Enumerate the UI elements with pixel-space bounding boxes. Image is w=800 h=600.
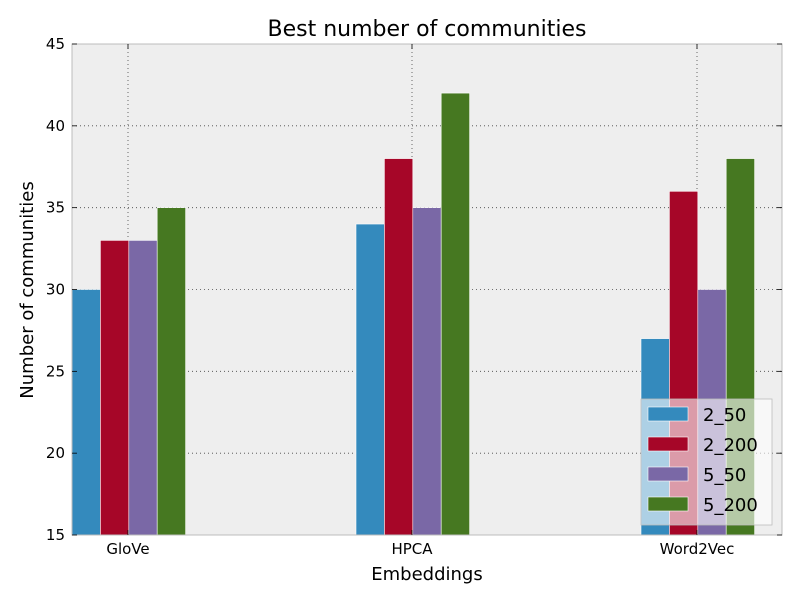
bar-5_50-hpca (412, 207, 442, 536)
legend-label-5_200: 5_200 (703, 495, 758, 516)
y-tick-label: 35 (46, 199, 65, 217)
bar-2_50-glove (71, 289, 101, 536)
legend: 2_50 2_200 5_50 5_200 (640, 398, 773, 526)
y-axis-ticks: 15 20 25 30 35 40 45 (46, 35, 782, 544)
x-tick-label: GloVe (106, 540, 149, 558)
legend-label-5_50: 5_50 (703, 465, 746, 486)
legend-label-2_200: 2_200 (703, 435, 758, 456)
x-tick-label: Word2Vec (660, 540, 735, 558)
y-tick-label: 25 (46, 362, 65, 380)
bar-5_200-glove (156, 207, 186, 536)
legend-swatch-5_200 (647, 496, 689, 512)
y-tick-label: 15 (46, 526, 65, 544)
y-tick-label: 45 (46, 35, 65, 53)
bar-2_200-hpca (384, 158, 414, 536)
bar-5_50-glove (128, 240, 158, 536)
x-axis-label: Embeddings (371, 564, 482, 585)
legend-swatch-5_50 (647, 466, 689, 482)
y-tick-label: 40 (46, 117, 65, 135)
chart-title: Best number of communities (268, 17, 587, 42)
x-tick-label: HPCA (391, 540, 433, 558)
legend-swatch-2_50 (647, 406, 689, 422)
legend-swatch-2_200 (647, 436, 689, 452)
bar-2_50-hpca (355, 223, 385, 536)
x-axis-ticks: GloVe HPCA Word2Vec (106, 44, 734, 558)
bar-2_200-glove (100, 240, 130, 536)
bar-5_200-hpca (440, 92, 470, 536)
y-axis-label: Number of communities (17, 181, 38, 398)
legend-label-2_50: 2_50 (703, 405, 746, 426)
y-tick-label: 30 (46, 281, 65, 299)
y-tick-label: 20 (46, 444, 65, 462)
